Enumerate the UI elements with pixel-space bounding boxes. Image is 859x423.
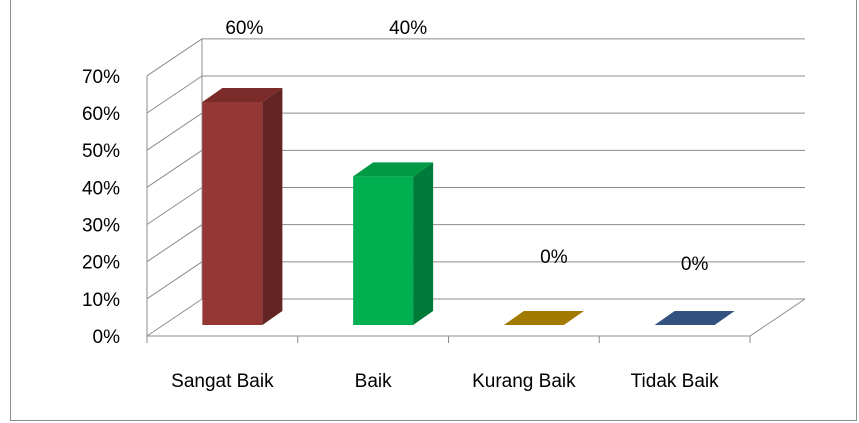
y-tick-label: 30% <box>82 216 120 237</box>
side-grid-line <box>146 187 203 225</box>
y-tick-label: 40% <box>82 178 120 199</box>
side-grid-line <box>146 298 203 337</box>
y-tick-label: 10% <box>82 290 120 311</box>
side-grid-line <box>146 112 203 151</box>
bar-side <box>413 162 434 325</box>
y-tick-label: 50% <box>82 141 120 162</box>
side-grid-line <box>146 224 203 263</box>
bar-top <box>202 88 283 102</box>
side-grid-line <box>146 38 203 77</box>
side-grid-line <box>146 149 203 188</box>
x-category-label: Tidak Baik <box>631 371 719 392</box>
side-grid-line <box>146 261 203 300</box>
data-label: 40% <box>389 18 427 39</box>
y-tick-label: 60% <box>82 104 120 125</box>
x-category-label: Sangat Baik <box>171 371 274 392</box>
y-tick-label: 20% <box>82 253 120 274</box>
y-tick-label: 0% <box>93 327 121 348</box>
x-category-label: Kurang Baik <box>472 371 576 392</box>
data-label: 0% <box>540 247 568 268</box>
bar-side <box>262 88 283 325</box>
data-label: 60% <box>225 18 263 39</box>
x-category-label: Baik <box>355 371 392 392</box>
bar-top <box>503 311 584 325</box>
bar-front <box>353 176 414 325</box>
bar-top <box>654 311 735 325</box>
bar-top <box>353 162 434 177</box>
bar-front <box>202 102 263 325</box>
floor-right-edge <box>749 298 806 337</box>
chart-frame <box>10 0 857 421</box>
data-label: 0% <box>681 254 709 275</box>
y-tick-label: 70% <box>82 67 120 88</box>
side-grid-line <box>146 75 203 114</box>
